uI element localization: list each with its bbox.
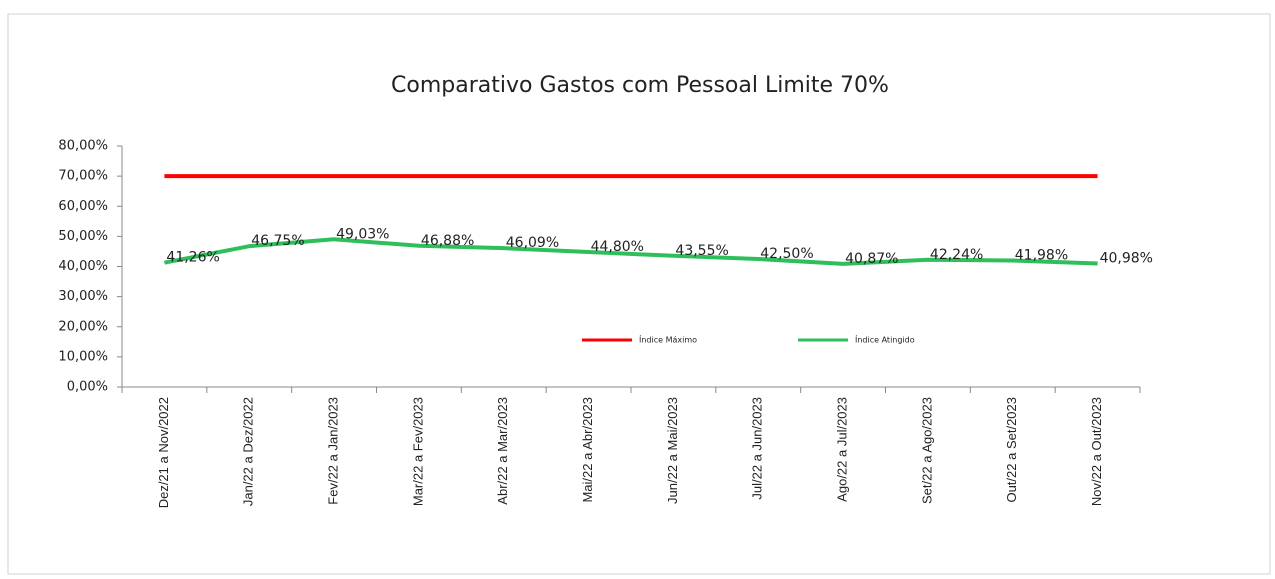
x-tick-label: Jun/22 a Mai/2023	[665, 397, 680, 504]
data-label: 46,88%	[421, 233, 474, 249]
y-tick-label: 70,00%	[58, 169, 108, 184]
x-tick-label: Mai/22 a Abr/2023	[580, 397, 595, 503]
data-label: 42,50%	[760, 246, 813, 262]
y-tick-label: 50,00%	[58, 229, 108, 244]
data-label: 44,80%	[591, 239, 644, 255]
legend-label: Índice Máximo	[639, 334, 697, 345]
chart-frame	[7, 13, 1271, 575]
data-label: 46,75%	[251, 233, 304, 249]
x-tick-label: Fev/22 a Jan/2023	[326, 397, 341, 505]
data-label: 46,09%	[506, 235, 559, 251]
x-tick-label: Abr/22 a Mar/2023	[495, 397, 510, 505]
y-tick-label: 20,00%	[58, 319, 108, 334]
x-tick-label: Ago/22 a Jul/2023	[835, 397, 850, 502]
data-label: 40,87%	[845, 251, 898, 267]
x-tick-label: Jul/22 a Jun/2023	[750, 397, 765, 500]
series-line	[164, 237, 1098, 266]
y-tick-label: 0,00%	[67, 380, 108, 395]
data-label: 41,26%	[166, 250, 219, 266]
legend-label: Índice Atingido	[855, 334, 915, 345]
x-tick-label: Dez/21 a Nov/2022	[156, 397, 171, 508]
y-tick-label: 40,00%	[58, 259, 108, 274]
data-label: 40,98%	[1100, 251, 1153, 267]
y-tick-label: 10,00%	[58, 349, 108, 364]
y-tick-label: 30,00%	[58, 289, 108, 304]
data-label: 43,55%	[675, 243, 728, 259]
y-tick-label: 80,00%	[58, 139, 108, 154]
data-label: 49,03%	[336, 226, 389, 242]
chart-title: Comparativo Gastos com Pessoal Limite 70…	[391, 73, 889, 98]
x-tick-label: Set/22 a Ago/2023	[919, 397, 934, 504]
data-label: 41,98%	[1015, 248, 1068, 264]
x-tick-label: Mar/22 a Fev/2023	[410, 397, 425, 506]
x-tick-label: Nov/22 a Out/2023	[1089, 397, 1104, 506]
x-tick-label: Out/22 a Set/2023	[1004, 397, 1019, 503]
data-label: 42,24%	[930, 247, 983, 263]
y-tick-label: 60,00%	[58, 199, 108, 214]
x-tick-label: Jan/22 a Dez/2022	[241, 397, 256, 506]
